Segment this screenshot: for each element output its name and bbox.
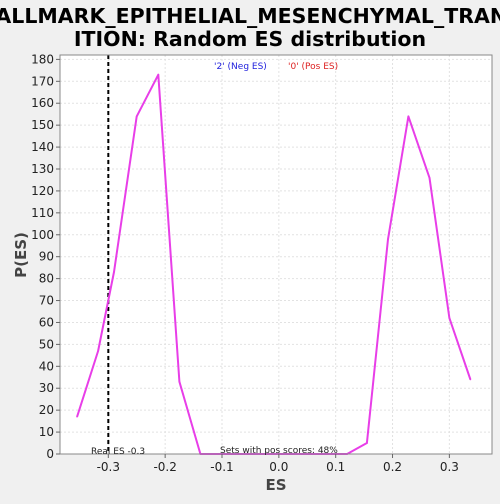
- es-data-point: [76, 415, 78, 418]
- grid-lines: [60, 55, 492, 455]
- x-axis-label: ES: [265, 476, 286, 494]
- y-tick-label: 180: [31, 52, 54, 66]
- y-tick-label: 150: [31, 118, 54, 132]
- chart-title: HALLMARK_EPITHELIAL_MESENCHYMAL_TRANS IT…: [0, 4, 500, 51]
- y-tick-label: 160: [31, 96, 54, 110]
- y-tick-label: 20: [39, 403, 54, 417]
- es-data-point: [448, 317, 451, 319]
- es-data-point: [113, 271, 115, 273]
- y-tick-label: 70: [39, 294, 54, 308]
- x-tick-label: 0.2: [383, 460, 402, 474]
- pos-scores-annotation: Sets with pos scores: 48%: [220, 446, 338, 456]
- es-data-point: [178, 380, 181, 383]
- es-data-point: [157, 73, 160, 76]
- axes: 0 10 20 30 40 50 60 70 80 90 100 110 120 130 140 150 160…: [31, 52, 459, 474]
- y-axis-label: P(ES): [12, 232, 30, 278]
- y-tick-label: 30: [39, 381, 54, 395]
- x-tick-label: -0.1: [210, 460, 233, 474]
- y-tick-label: 90: [39, 250, 54, 264]
- x-tick-label: 0.0: [269, 460, 288, 474]
- y-tick-label: 10: [39, 425, 54, 439]
- y-tick-label: 100: [31, 228, 54, 242]
- y-tick-label: 0: [46, 447, 54, 461]
- plot-area: [60, 55, 492, 454]
- real-es-label: Real ES -0.3: [91, 447, 145, 457]
- es-data-point: [97, 350, 99, 352]
- x-tick-label: 0.3: [440, 460, 459, 474]
- x-tick-label: -0.3: [97, 460, 120, 474]
- es-data-point: [428, 176, 431, 179]
- chart-title-line-1: HALLMARK_EPITHELIAL_MESENCHYMAL_TRANS: [0, 4, 500, 28]
- y-tick-label: 140: [31, 140, 54, 154]
- y-tick-label: 170: [31, 74, 54, 88]
- es-data-point: [387, 238, 389, 240]
- legend-pos-es: '0' (Pos ES): [288, 62, 338, 72]
- plot-border: [59, 54, 493, 455]
- y-tick-label: 110: [31, 206, 54, 220]
- x-tick-label: 0.1: [326, 460, 345, 474]
- y-tick-label: 80: [39, 272, 54, 286]
- y-tick-label: 50: [39, 337, 54, 351]
- es-data-point: [407, 115, 410, 118]
- y-tick-label: 130: [31, 162, 54, 176]
- y-tick-label: 120: [31, 184, 54, 198]
- y-tick-label: 60: [39, 315, 54, 329]
- es-data-point: [469, 378, 472, 381]
- es-data-point: [366, 442, 368, 444]
- y-tick-label: 40: [39, 359, 54, 373]
- es-data-point: [135, 115, 138, 118]
- legend-neg-es: '2' (Neg ES): [214, 62, 267, 72]
- chart-title-line-2: ITION: Random ES distribution: [74, 27, 426, 51]
- legend: '2' (Neg ES) '0' (Pos ES): [214, 62, 338, 72]
- x-tick-label: -0.2: [153, 460, 176, 474]
